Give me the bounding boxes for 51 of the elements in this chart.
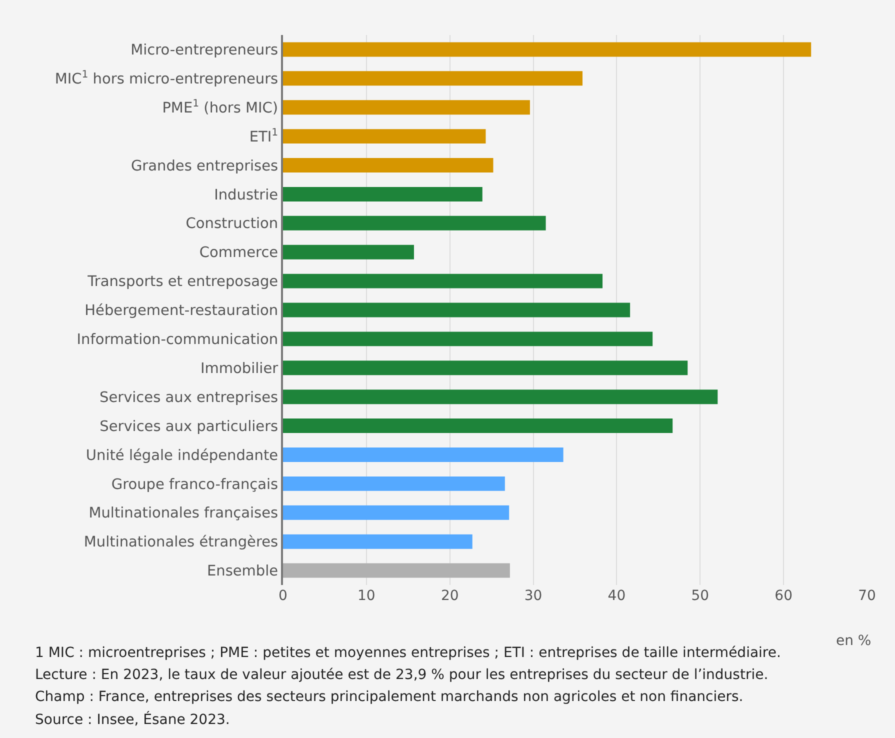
bar xyxy=(283,274,603,288)
bar xyxy=(283,534,472,549)
x-tick-label: 60 xyxy=(774,588,792,604)
x-tick-label: 30 xyxy=(524,588,542,604)
y-tick-label: ETI$^{1}$ xyxy=(249,127,278,146)
y-tick-label: Groupe franco-français xyxy=(111,476,278,493)
bar xyxy=(283,71,583,86)
y-tick-label: Transports et entreposage xyxy=(86,274,278,290)
bar xyxy=(283,129,486,144)
bar xyxy=(283,563,510,578)
y-tick-label: Multinationales étrangères xyxy=(84,534,278,551)
bar xyxy=(283,360,688,376)
text: 1 MIC : microentreprises ; PME : petites et moyennes entreprises ; ETI : entreprises de taille intermédiaire. xyxy=(35,645,781,661)
y-tick-label: Immobilier xyxy=(200,360,278,377)
source-note: Source : Insee, Ésane 2023. xyxy=(35,711,230,728)
x-tick-label: 50 xyxy=(691,588,710,604)
x-axis-title: en % xyxy=(836,633,872,649)
x-tick-label: 20 xyxy=(440,588,459,604)
bar xyxy=(283,332,653,346)
bar xyxy=(283,476,505,491)
y-tick-label: MIC$^{1}$ hors micro-entrepreneurs xyxy=(54,69,278,88)
y-tick-label: Grandes entreprises xyxy=(130,158,278,174)
y-tick-label: Multinationales françaises xyxy=(88,506,278,522)
bar xyxy=(283,186,482,202)
x-tick-label: 10 xyxy=(358,588,376,604)
bar xyxy=(283,100,530,115)
y-tick-label: Unité légale indépendante xyxy=(86,448,278,464)
y-tick-label: Construction xyxy=(186,216,278,232)
bar xyxy=(283,158,494,172)
y-tick-label: Hébergement-restauration xyxy=(84,303,278,320)
bar xyxy=(283,244,414,260)
bar xyxy=(283,418,673,434)
bar xyxy=(283,505,510,520)
x-tick-label: 40 xyxy=(608,588,626,604)
text: Lecture : En 2023, le taux de valeur ajoutée est de 23,9 % pour les entreprises du secteur de l’industrie. xyxy=(35,667,768,683)
y-tick-label: Industrie xyxy=(214,187,278,204)
y-tick-label: Information-communication xyxy=(76,332,278,348)
y-tick-label: PME$^{1}$ (hors MIC) xyxy=(162,98,278,116)
y-tick-label: Services aux particuliers xyxy=(100,418,278,435)
y-tick-label: Ensemble xyxy=(206,564,278,580)
bar xyxy=(283,42,812,57)
x-tick-label: 70 xyxy=(858,588,876,604)
y-tick-label: Micro-entrepreneurs xyxy=(130,42,278,59)
x-tick-label: 0 xyxy=(278,588,288,604)
y-tick-label: Commerce xyxy=(199,245,278,262)
bar xyxy=(283,302,630,318)
text: Champ : France, entreprises des secteurs principalement marchands non agricoles et non financiers. xyxy=(35,689,744,705)
y-tick-label: Services aux entreprises xyxy=(99,390,278,406)
bar xyxy=(283,448,564,462)
bar xyxy=(283,390,718,404)
bar xyxy=(283,216,546,230)
